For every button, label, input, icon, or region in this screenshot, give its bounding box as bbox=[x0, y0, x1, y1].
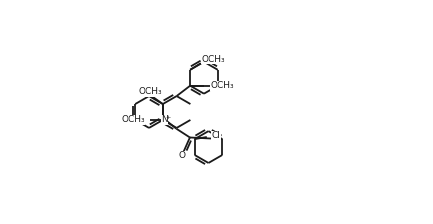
Text: +: + bbox=[165, 115, 170, 120]
Text: OCH₃: OCH₃ bbox=[139, 87, 162, 96]
Text: OCH₃: OCH₃ bbox=[210, 81, 234, 90]
Text: N: N bbox=[161, 115, 168, 125]
Text: OCH₃: OCH₃ bbox=[121, 115, 145, 125]
Text: OCH₃: OCH₃ bbox=[202, 55, 225, 64]
Text: O: O bbox=[179, 151, 186, 160]
Text: Cl: Cl bbox=[212, 131, 220, 140]
